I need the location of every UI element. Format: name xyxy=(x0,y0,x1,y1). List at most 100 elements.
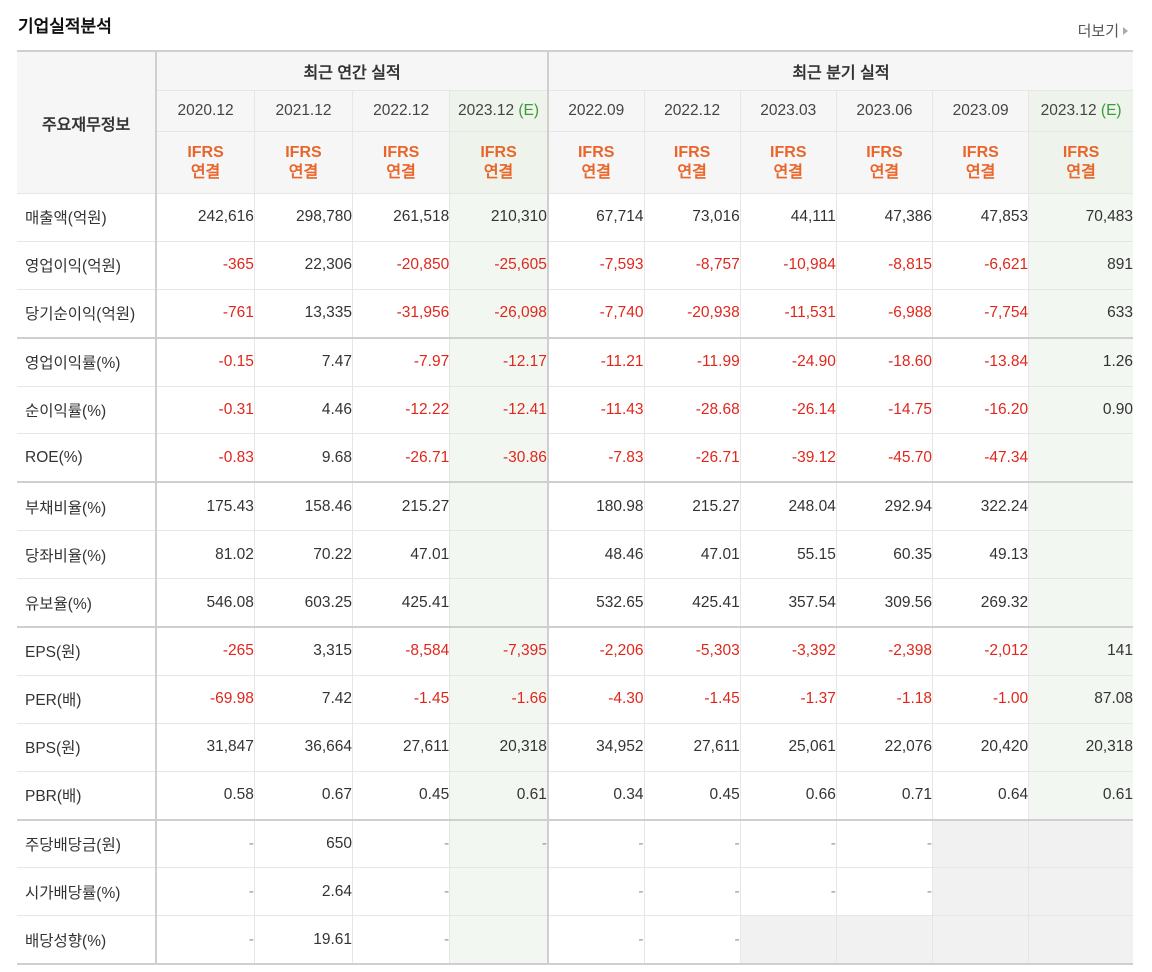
estimate-tag: (E) xyxy=(518,102,540,119)
table-cell: -16.20 xyxy=(932,386,1030,435)
table-cell: -1.45 xyxy=(644,675,741,724)
table-cell: 22,306 xyxy=(254,241,354,290)
table-cell: 87.08 xyxy=(1028,675,1133,724)
table-cell: 60.35 xyxy=(836,530,934,580)
table-cell: 0.71 xyxy=(836,771,934,821)
table-cell: -20,850 xyxy=(352,241,451,290)
period-header: 2022.12 xyxy=(644,90,741,132)
table-cell: 70.22 xyxy=(254,530,354,580)
row-label: 당좌비율(%) xyxy=(17,530,158,580)
table-cell: -30.86 xyxy=(449,433,549,483)
table-cell: 44,111 xyxy=(740,193,837,242)
table-cell: -1.18 xyxy=(836,675,934,724)
table-row: PBR(배) 0.58 0.67 0.45 0.61 0.34 0.45 0.66 0.71 0.… xyxy=(17,771,1133,821)
table-cell: - xyxy=(156,867,255,917)
table-cell: 891 xyxy=(1028,241,1133,290)
table-cell: 269.32 xyxy=(932,578,1030,628)
basis-standard: IFRS xyxy=(770,143,807,161)
table-cell xyxy=(836,915,934,966)
row-label: 배당성향(%) xyxy=(17,915,158,966)
table-cell: 242,616 xyxy=(156,193,255,242)
table-cell: -12.17 xyxy=(449,336,549,387)
table-cell: 31,847 xyxy=(156,723,255,772)
table-cell xyxy=(932,915,1030,966)
table-cell: - xyxy=(352,915,451,966)
table-cell: -1.00 xyxy=(932,675,1030,724)
table-cell: 27,611 xyxy=(644,723,741,772)
table-cell xyxy=(449,578,549,628)
period-date: 2022.09 xyxy=(568,102,625,119)
basis-scope: 연결 xyxy=(386,163,416,181)
table-cell: -365 xyxy=(156,241,255,290)
table-cell: 9.68 xyxy=(254,433,354,483)
table-cell: 0.58 xyxy=(156,771,255,821)
table-cell: 19.61 xyxy=(254,915,354,966)
table-cell: -6,988 xyxy=(836,289,934,339)
basis-header: IFRS 연결 xyxy=(740,131,837,194)
table-cell: -26,098 xyxy=(449,289,549,339)
period-date: 2023.12 xyxy=(1040,102,1097,119)
row-label: 시가배당률(%) xyxy=(17,867,158,917)
table-cell: 0.66 xyxy=(740,771,837,821)
table-cell: 22,076 xyxy=(836,723,934,772)
table-cell: 25,061 xyxy=(740,723,837,772)
table-cell: - xyxy=(156,915,255,966)
basis-header: IFRS 연결 xyxy=(932,131,1030,194)
table-cell: 322.24 xyxy=(932,481,1030,532)
row-label: BPS(원) xyxy=(17,723,158,772)
basis-standard: IFRS xyxy=(187,143,224,161)
table-cell: -7.83 xyxy=(547,433,645,483)
basis-scope: 연결 xyxy=(288,163,319,181)
table-cell: 357.54 xyxy=(740,578,837,628)
more-link[interactable]: 더보기 xyxy=(1078,20,1128,41)
table-cell xyxy=(932,818,1030,869)
table-cell: -18.60 xyxy=(836,336,934,387)
period-header: 2023.03 xyxy=(740,90,837,132)
table-cell: -7,395 xyxy=(449,626,549,676)
section-title: 기업실적분석 xyxy=(18,17,112,36)
basis-header: IFRS 연결 xyxy=(352,131,451,194)
table-cell: -1.66 xyxy=(449,675,549,724)
table-cell: -11.43 xyxy=(547,386,645,435)
table-cell: - xyxy=(644,867,741,917)
table-cell: 298,780 xyxy=(254,193,354,242)
table-cell: -761 xyxy=(156,289,255,339)
basis-scope: 연결 xyxy=(581,163,611,181)
period-header: 2022.09 xyxy=(547,90,645,132)
table-cell: -1.45 xyxy=(352,675,451,724)
table-cell: -2,206 xyxy=(547,626,645,676)
table-cell xyxy=(449,481,549,532)
row-label: EPS(원) xyxy=(17,626,158,676)
table-cell: -11,531 xyxy=(740,289,837,339)
table-cell: 7.47 xyxy=(254,336,354,387)
table-cell: -7,593 xyxy=(547,241,645,290)
table-cell: -7,754 xyxy=(932,289,1030,339)
table-cell xyxy=(1028,818,1133,869)
period-date: 2020.12 xyxy=(177,102,234,119)
table-cell: 7.42 xyxy=(254,675,354,724)
table-cell: -8,584 xyxy=(352,626,451,676)
table-row: ROE(%) -0.83 9.68 -26.71 -30.86 -7.83 -26.71 -3… xyxy=(17,433,1133,483)
table-cell: -2,012 xyxy=(932,626,1030,676)
basis-scope: 연결 xyxy=(773,163,803,181)
table-cell: 292.94 xyxy=(836,481,934,532)
table-cell: -11.99 xyxy=(644,336,741,387)
table-row: 부채비율(%) 175.43 158.46 215.27 180.98 215.27 248… xyxy=(17,481,1133,532)
table-cell: - xyxy=(644,915,741,966)
table-cell: 81.02 xyxy=(156,530,255,580)
table-cell: - xyxy=(449,818,549,869)
financial-table: 주요재무정보 최근 연간 실적 최근 분기 실적 2020.12 2021.12 2… xyxy=(17,50,1133,966)
period-date: 2021.12 xyxy=(275,102,332,119)
period-date: 2022.12 xyxy=(373,102,430,119)
row-label: 주당배당금(원) xyxy=(17,818,158,869)
table-cell xyxy=(1028,481,1133,532)
period-date: 2023.09 xyxy=(952,102,1009,119)
table-cell: 425.41 xyxy=(352,578,451,628)
row-label: 매출액(억원) xyxy=(17,193,158,242)
table-cell: 47.01 xyxy=(644,530,741,580)
table-cell xyxy=(1028,867,1133,917)
table-cell: 13,335 xyxy=(254,289,354,339)
basis-header: IFRS 연결 xyxy=(156,131,255,194)
table-cell: -6,621 xyxy=(932,241,1030,290)
table-cell: 20,318 xyxy=(1028,723,1133,772)
